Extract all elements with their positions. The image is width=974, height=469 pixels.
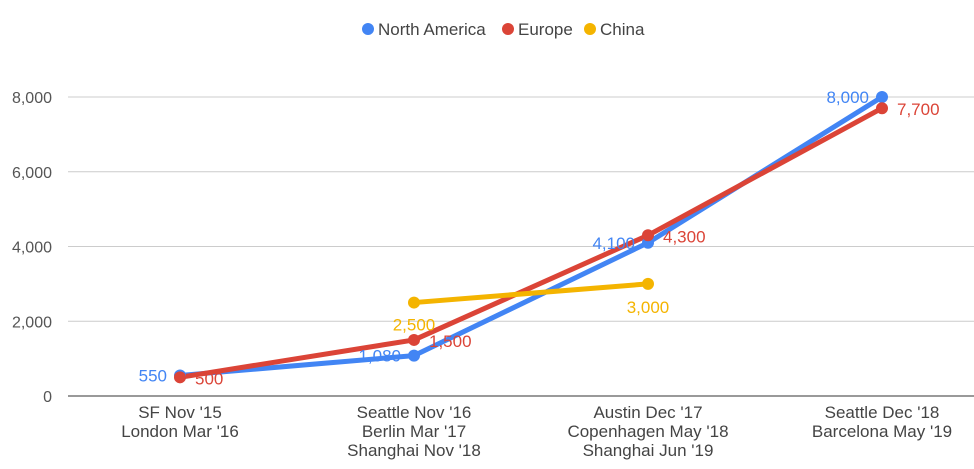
x-category-label: Seattle Dec '18 [825, 403, 940, 422]
y-tick-label: 6,000 [12, 165, 52, 182]
north-america-line [177, 94, 885, 378]
series-lines [177, 94, 885, 380]
legend: North America Europe China [362, 20, 645, 39]
series-points [174, 91, 888, 384]
china-line [411, 281, 651, 306]
china-legend-marker [584, 23, 596, 35]
y-tick-label: 4,000 [12, 240, 52, 257]
china-legend-label: China [600, 20, 645, 39]
north-america-point [408, 349, 420, 362]
x-category-label: Berlin Mar '17 [362, 422, 466, 441]
europe-point [408, 333, 420, 346]
x-category-label: Shanghai Nov '18 [347, 441, 481, 460]
europe-data-label: 4,300 [663, 227, 706, 246]
europe-data-label: 500 [195, 369, 223, 388]
europe-data-label: 7,700 [897, 100, 940, 119]
north-america-data-label: 550 [139, 366, 167, 385]
china-point [408, 296, 420, 309]
north-america-data-label: 8,000 [826, 88, 869, 107]
north-america-point [876, 91, 888, 103]
europe-legend-marker [502, 23, 514, 35]
x-category-label: Seattle Nov '16 [357, 403, 472, 422]
europe-line [177, 105, 885, 380]
x-category-label: Shanghai Jun '19 [583, 441, 714, 460]
x-category-label: London Mar '16 [121, 422, 239, 441]
x-category-label: Austin Dec '17 [593, 403, 702, 422]
x-category-label: Copenhagen May '18 [567, 422, 728, 441]
europe-point [174, 371, 186, 384]
x-category-label: Barcelona May '19 [812, 422, 952, 441]
north-america-legend-label: North America [378, 20, 486, 39]
china-data-label: 2,500 [393, 316, 436, 335]
europe-point [642, 229, 654, 242]
north-america-data-label: 1,080 [358, 347, 401, 366]
europe-legend-label: Europe [518, 20, 573, 39]
north-america-legend-marker [362, 23, 374, 35]
europe-point [876, 102, 888, 115]
north-america-data-label: 4,100 [592, 234, 635, 253]
data-labels: 550 1,080 4,100 8,000 500 1,500 4,300 7,700 2,50… [139, 88, 940, 388]
gridlines [68, 96, 974, 397]
y-axis-ticks: 0 2,000 4,000 6,000 8,000 [12, 90, 52, 406]
y-tick-label: 2,000 [12, 314, 52, 331]
europe-data-label: 1,500 [429, 332, 472, 351]
x-category-label: SF Nov '15 [138, 403, 222, 422]
china-data-label: 3,000 [627, 298, 670, 317]
china-point [642, 277, 654, 290]
y-tick-label: 0 [43, 389, 52, 406]
y-tick-label: 8,000 [12, 90, 52, 107]
